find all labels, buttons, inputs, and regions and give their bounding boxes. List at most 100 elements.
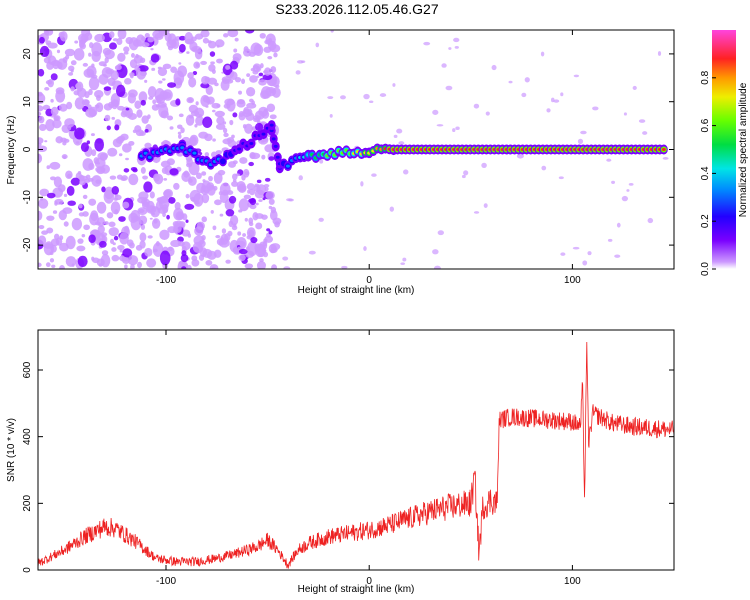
noise-blob [74, 97, 85, 110]
noise-blob [111, 186, 120, 195]
noise-blob [340, 95, 346, 100]
noise-blob [178, 43, 186, 53]
noise-blob [46, 215, 55, 221]
noise-blob [264, 186, 269, 192]
noise-blob [58, 209, 67, 221]
noise-blob [44, 86, 50, 91]
noise-blob [473, 103, 480, 109]
noise-blob [123, 51, 129, 55]
noise-blob [524, 77, 530, 83]
noise-blob [38, 115, 45, 124]
colorbar-label: Normalized spectral amplitude [738, 82, 749, 217]
y-tick-label: 0 [22, 567, 33, 573]
noise-blob [329, 114, 333, 118]
noise-blob [330, 30, 334, 33]
noise-blob [127, 112, 138, 120]
noise-blob [139, 240, 146, 249]
noise-blob [159, 30, 170, 37]
colorbar: 0.0 0.2 0.4 0.6 0.8 Normalized spectral ampl… [700, 30, 749, 276]
noise-blob [141, 115, 149, 124]
noise-blob [186, 158, 193, 166]
noise-blob [91, 42, 103, 57]
noise-blob [88, 234, 96, 243]
noise-blob [216, 116, 225, 125]
noise-blob [198, 113, 203, 117]
noise-blob [200, 82, 210, 89]
noise-blob [201, 216, 207, 223]
noise-blob [117, 105, 125, 111]
noise-blob [587, 251, 592, 256]
noise-blob [550, 97, 555, 103]
noise-blob [138, 91, 148, 103]
noise-blob [508, 80, 513, 84]
noise-blob [167, 82, 177, 88]
noise-blob [432, 249, 439, 255]
noise-blob [209, 51, 216, 57]
noise-blob [214, 82, 219, 87]
noise-blob [318, 217, 324, 222]
noise-blob [50, 73, 58, 81]
noise-blob [128, 212, 138, 224]
noise-blob [227, 230, 233, 237]
noise-blob [244, 217, 248, 222]
y-tick-label: 200 [22, 495, 33, 512]
ridge-core [269, 123, 274, 127]
noise-blob [151, 103, 160, 111]
noise-blob [153, 173, 164, 185]
noise-blob [243, 194, 252, 200]
noise-blob [82, 62, 89, 67]
noise-blob [263, 184, 270, 188]
noise-blob [96, 162, 101, 165]
noise-blob [38, 68, 45, 77]
noise-blob [445, 85, 453, 91]
noise-blob [232, 179, 237, 183]
noise-blob [141, 42, 150, 48]
noise-blob [229, 214, 239, 226]
noise-blob [191, 259, 200, 267]
x-tick-label: -100 [156, 275, 176, 286]
noise-blob [250, 236, 258, 244]
noise-blob [55, 87, 65, 95]
noise-blob [118, 216, 126, 222]
noise-blob [129, 72, 135, 77]
noise-blob [232, 160, 238, 165]
noise-blob [81, 233, 86, 238]
noise-blob [127, 255, 139, 266]
noise-blob [150, 47, 154, 51]
noise-blob [237, 231, 242, 236]
noise-blob [108, 227, 119, 237]
noise-blob [269, 114, 277, 120]
noise-blob [577, 138, 584, 145]
noise-blob [201, 171, 207, 176]
noise-blob [198, 254, 205, 261]
noise-blob [139, 232, 147, 242]
noise-blob [74, 127, 85, 140]
noise-blob [540, 51, 545, 57]
noise-blob [144, 142, 152, 149]
noise-blob [232, 112, 238, 118]
noise-blob [616, 222, 621, 228]
noise-blob [233, 48, 238, 53]
noise-blob [65, 256, 77, 267]
noise-blob [216, 238, 225, 246]
noise-blob [150, 53, 160, 63]
noise-blob [206, 96, 215, 105]
noise-blob [77, 238, 84, 244]
noise-blob [98, 61, 107, 67]
noise-blob [238, 209, 243, 213]
noise-blob [208, 175, 213, 182]
noise-blob [91, 175, 102, 187]
noise-blob [363, 246, 367, 251]
ridge-core [285, 164, 290, 168]
noise-blob [168, 196, 176, 204]
noise-blob [244, 171, 250, 176]
noise-blob [96, 94, 101, 102]
noise-blob [169, 126, 174, 130]
noise-blob [268, 205, 273, 210]
snr-x-label: Height of straight line (km) [298, 584, 415, 595]
noise-blob [146, 258, 157, 268]
noise-blob [178, 113, 184, 118]
noise-blob [266, 103, 276, 113]
noise-blob [400, 262, 406, 266]
noise-blob [454, 45, 459, 49]
